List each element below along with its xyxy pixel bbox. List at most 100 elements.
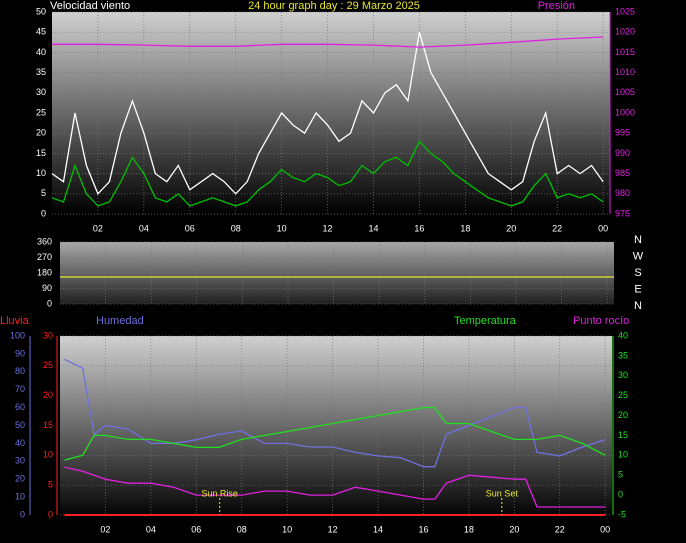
y-tick-label: 90: [42, 283, 52, 293]
x-tick-label: 16: [414, 223, 424, 233]
y3-tick-label: 60: [15, 402, 25, 412]
y-tick-label: 0: [48, 509, 53, 519]
y-tick-label: 5: [41, 188, 46, 198]
y3-tick-label: 70: [15, 384, 25, 394]
y2-tick-label: 1005: [615, 87, 635, 97]
y2-tick-label: 975: [615, 208, 630, 218]
x-tick-label: 02: [100, 524, 110, 534]
y2-tick-label: 15: [618, 430, 628, 440]
y-tick-label: 25: [43, 360, 53, 370]
legend-label: Punto rocío: [573, 315, 629, 327]
x-tick-label: 22: [555, 524, 565, 534]
series-line: [64, 466, 606, 508]
y-tick-label: 30: [43, 330, 53, 340]
y2-tick-label: 1010: [615, 67, 635, 77]
y-axis-title: Velocidad viento: [50, 0, 130, 12]
y3-tick-label: 80: [15, 366, 25, 376]
y-tick-label: 25: [36, 107, 46, 117]
legend-label: Lluvia: [0, 315, 30, 327]
y-tick-label: 20: [36, 128, 46, 138]
y2-tick-label: 990: [615, 148, 630, 158]
y-tick-label: 40: [36, 47, 46, 57]
x-tick-label: 18: [460, 223, 470, 233]
series-line: [64, 406, 606, 461]
legend-label: Humedad: [96, 315, 144, 327]
compass-label: W: [633, 250, 644, 262]
x-tick-label: 08: [237, 524, 247, 534]
legend-label: Temperatura: [454, 315, 517, 327]
x-tick-label: 00: [598, 223, 608, 233]
x-tick-label: 04: [139, 223, 149, 233]
series-line: [64, 358, 606, 468]
x-tick-label: 06: [191, 524, 201, 534]
y-tick-label: 50: [36, 6, 46, 16]
y2-tick-label: 1020: [615, 27, 635, 37]
x-tick-label: 00: [600, 524, 610, 534]
x-tick-label: 20: [506, 223, 516, 233]
annotation: Sun Rise: [201, 488, 238, 498]
x-tick-label: 10: [282, 524, 292, 534]
y2-tick-label: -5: [618, 509, 626, 519]
y2-tick-label: 35: [618, 350, 628, 360]
x-tick-label: 02: [93, 223, 103, 233]
y2-tick-label: 995: [615, 128, 630, 138]
y3-tick-label: 0: [20, 509, 25, 519]
y-tick-label: 45: [36, 27, 46, 37]
y-tick-label: 10: [43, 450, 53, 460]
y2-axis-title: Presión: [538, 0, 575, 12]
x-tick-label: 22: [552, 223, 562, 233]
y2-tick-label: 20: [618, 410, 628, 420]
y3-tick-label: 50: [15, 420, 25, 430]
compass-label: N: [634, 300, 642, 312]
x-tick-label: 08: [231, 223, 241, 233]
y3-tick-label: 30: [15, 456, 25, 466]
y-tick-label: 35: [36, 67, 46, 77]
y-tick-label: 0: [41, 208, 46, 218]
series-line: [51, 140, 604, 207]
y3-tick-label: 90: [15, 348, 25, 358]
compass-label: E: [634, 283, 641, 295]
y-tick-label: 180: [37, 267, 52, 277]
x-tick-label: 20: [509, 524, 519, 534]
x-tick-label: 14: [368, 223, 378, 233]
x-tick-label: 16: [418, 524, 428, 534]
x-tick-label: 18: [464, 524, 474, 534]
y-tick-label: 20: [43, 390, 53, 400]
x-tick-label: 06: [185, 223, 195, 233]
y2-tick-label: 1025: [615, 6, 635, 16]
y2-tick-label: 25: [618, 390, 628, 400]
y2-tick-label: 5: [618, 470, 623, 480]
x-tick-label: 12: [328, 524, 338, 534]
y2-tick-label: 980: [615, 188, 630, 198]
y-tick-label: 270: [37, 252, 52, 262]
y3-tick-label: 40: [15, 438, 25, 448]
y2-tick-label: 0: [618, 489, 623, 499]
series-line: [51, 32, 604, 195]
compass-label: S: [634, 267, 641, 279]
y3-tick-label: 20: [15, 474, 25, 484]
y-tick-label: 10: [36, 168, 46, 178]
y-tick-label: 15: [36, 148, 46, 158]
x-tick-label: 12: [323, 223, 333, 233]
x-tick-label: 10: [277, 223, 287, 233]
y-tick-label: 5: [48, 480, 53, 490]
x-tick-label: 04: [146, 524, 156, 534]
chart-title: 24 hour graph day : 29 Marzo 2025: [248, 0, 420, 12]
y3-tick-label: 100: [10, 330, 25, 340]
y2-tick-label: 1015: [615, 47, 635, 57]
y3-tick-label: 10: [15, 491, 25, 501]
y2-tick-label: 10: [618, 450, 628, 460]
series-line: [52, 36, 604, 48]
y2-tick-label: 30: [618, 370, 628, 380]
x-tick-label: 14: [373, 524, 383, 534]
compass-label: N: [634, 234, 642, 246]
y-tick-label: 15: [43, 420, 53, 430]
y2-tick-label: 40: [618, 330, 628, 340]
y2-tick-label: 1000: [615, 107, 635, 117]
y2-tick-label: 985: [615, 168, 630, 178]
y-tick-label: 30: [36, 87, 46, 97]
annotation: Sun Set: [486, 488, 519, 498]
y-tick-label: 0: [47, 298, 52, 308]
